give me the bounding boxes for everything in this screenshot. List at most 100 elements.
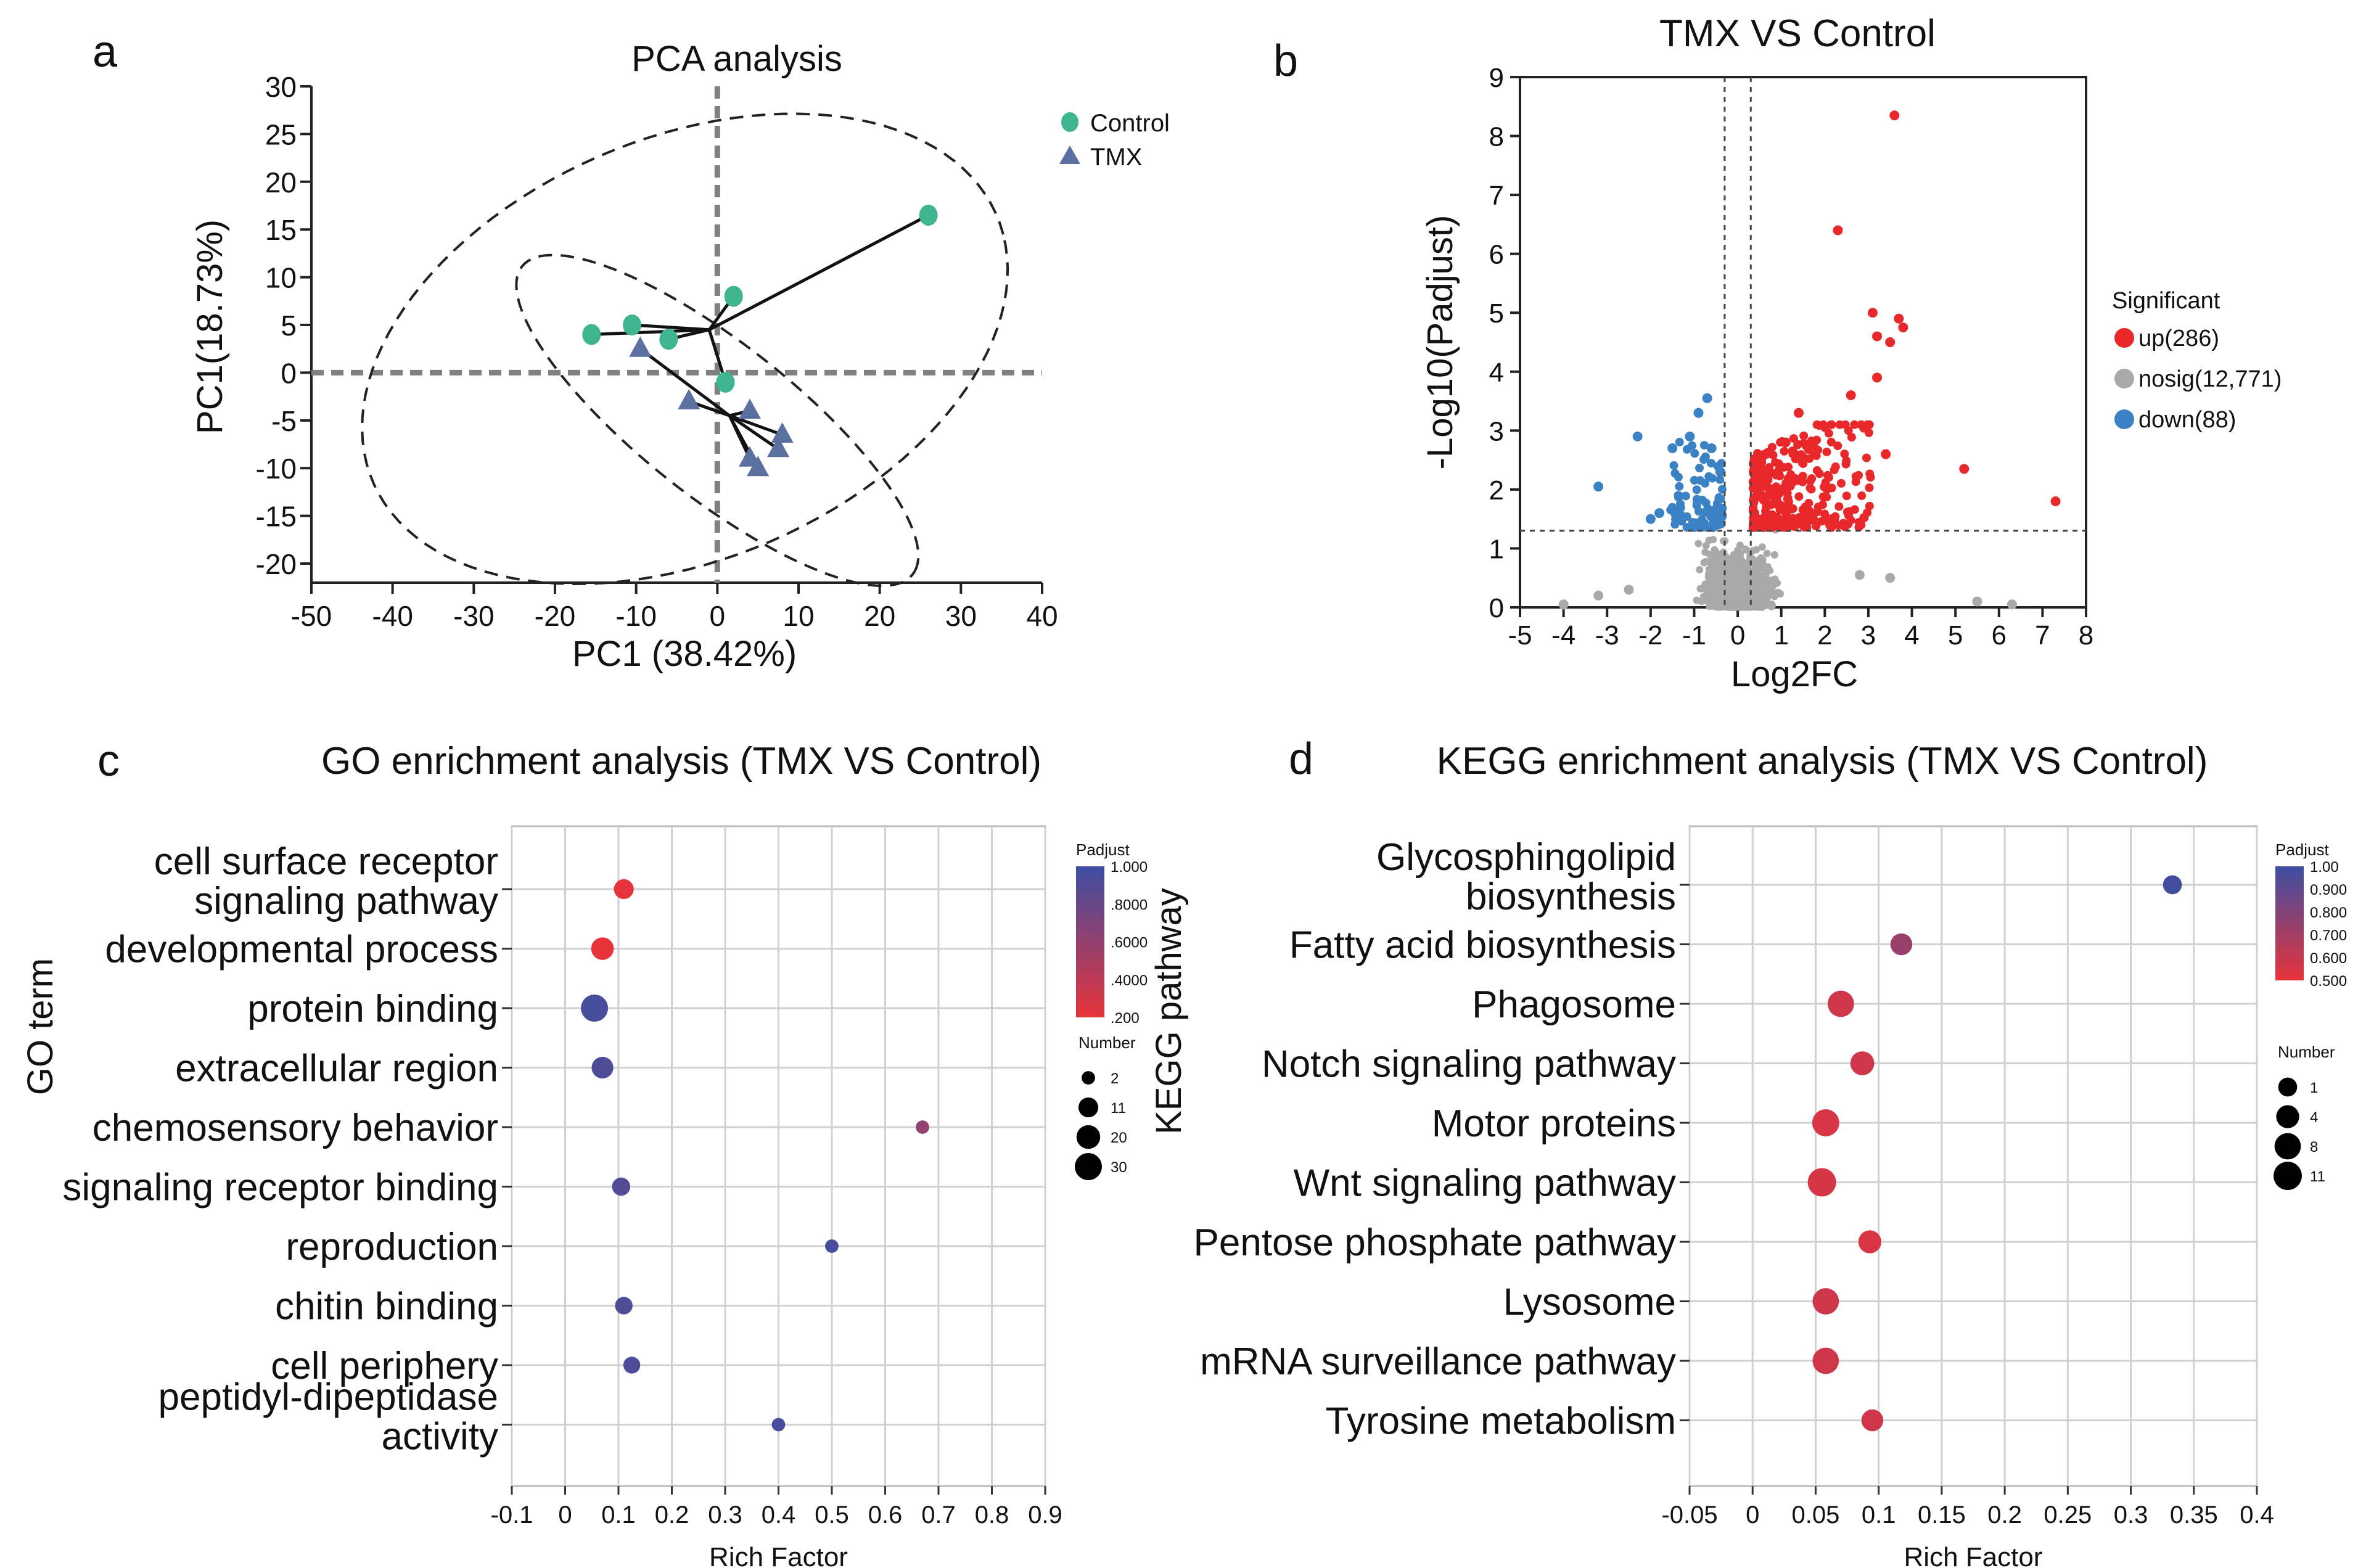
volcano-legend-nosig-marker xyxy=(2114,369,2134,388)
pca-ellipse-control xyxy=(361,112,1009,585)
volcano-x-tick-label: 7 xyxy=(2035,620,2050,651)
volcano-point-nosig xyxy=(1854,570,1865,580)
pca-x-tick-label: -40 xyxy=(372,600,413,632)
volcano-point-nosig xyxy=(1732,585,1740,593)
panel-go-size-marker xyxy=(1075,1153,1102,1180)
volcano-point-down xyxy=(1675,437,1684,446)
volcano-point-up xyxy=(1872,372,1883,383)
volcano-x-tick-label: 0 xyxy=(1730,620,1745,651)
volcano-point-nosig xyxy=(1766,567,1774,575)
volcano-point-up xyxy=(1772,519,1781,528)
pca-x-tick-label: 0 xyxy=(710,600,726,632)
panel-go-category-label: signaling receptor binding xyxy=(62,1167,498,1209)
volcano-point-up xyxy=(1762,502,1771,511)
panel-kegg-size-marker xyxy=(2278,1077,2298,1097)
pca-y-tick-label: -10 xyxy=(256,453,297,485)
panel-kegg-bubble xyxy=(1812,1109,1839,1136)
volcano-point-nosig xyxy=(1709,577,1717,585)
volcano-point-nosig xyxy=(1737,562,1745,570)
volcano-point-nosig xyxy=(1730,554,1738,562)
pca-legend-tmx-marker xyxy=(1059,146,1080,164)
panel-kegg-x-tick-label: 0.05 xyxy=(1792,1501,1840,1529)
volcano-point-nosig xyxy=(1752,574,1760,582)
volcano-point-down xyxy=(1593,482,1604,492)
volcano-point-down xyxy=(1715,467,1725,477)
panel-kegg-size-marker xyxy=(2274,1133,2301,1160)
volcano-point-nosig xyxy=(1732,597,1740,605)
panel-kegg-size-label: 8 xyxy=(2310,1139,2318,1155)
panel-kegg-x-tick-label: -0.05 xyxy=(1661,1501,1717,1529)
volcano-point-down xyxy=(1670,469,1680,478)
panel-kegg-x-tick-label: 0.35 xyxy=(2170,1501,2218,1529)
volcano-point-up xyxy=(1784,462,1793,472)
pca-point-control xyxy=(659,329,678,350)
volcano-x-tick-label: 2 xyxy=(1817,620,1832,651)
volcano-point-down xyxy=(1691,518,1700,527)
volcano-point-up xyxy=(1790,522,1799,532)
panel-go-x-tick-label: 0.6 xyxy=(868,1501,903,1529)
panel-kegg-category-label: Glycosphingolipid xyxy=(1376,836,1676,879)
volcano-x-label: Log2FC xyxy=(1731,654,1858,694)
pca-x-tick-label: -20 xyxy=(535,600,575,632)
volcano-point-up xyxy=(1779,506,1788,515)
panel-go-bubble xyxy=(612,1177,631,1196)
panel-go-bubble xyxy=(825,1239,839,1253)
volcano-legend-nosig-label: nosig(12,771) xyxy=(2138,366,2282,392)
panel-kegg-size-title: Number xyxy=(2278,1043,2335,1061)
volcano-point-nosig xyxy=(1757,601,1765,609)
volcano-legend-up-label: up(286) xyxy=(2138,326,2219,351)
pca-legend-control-marker xyxy=(1061,112,1078,132)
pca-y-tick-label: -20 xyxy=(256,548,297,580)
volcano-y-tick-label: 0 xyxy=(1489,593,1504,623)
panel-go-category-label: chemosensory behavior xyxy=(92,1107,498,1149)
volcano-point-down xyxy=(1682,523,1691,532)
volcano-point-down xyxy=(1701,498,1711,507)
volcano-point-up xyxy=(1772,512,1781,522)
panel-kegg-size-label: 1 xyxy=(2310,1080,2318,1096)
panel-label-d: d xyxy=(1289,734,1313,784)
volcano-point-nosig xyxy=(1743,546,1751,554)
volcano-point-up xyxy=(1801,503,1810,512)
volcano-x-tick-label: 8 xyxy=(2079,620,2093,651)
volcano-point-nosig xyxy=(1714,585,1722,593)
pca-y-tick-label: 20 xyxy=(265,166,297,199)
pca-y-tick-label: -15 xyxy=(256,501,297,533)
panel-go-bubble xyxy=(623,1357,641,1374)
volcano-point-up xyxy=(1751,482,1760,491)
panel-go-bubble xyxy=(771,1418,786,1432)
panel-go-x-tick-label: 0.2 xyxy=(655,1501,689,1529)
volcano-point-nosig xyxy=(1777,590,1785,598)
pca-legend-tmx-label: TMX xyxy=(1090,144,1142,171)
volcano-point-down xyxy=(1681,491,1690,501)
volcano-point-up xyxy=(1846,390,1856,400)
panel-go-x-tick-label: 0.4 xyxy=(762,1501,796,1529)
pca-point-tmx xyxy=(747,456,770,477)
volcano-point-up xyxy=(1780,446,1789,456)
pca-y-tick-label: -5 xyxy=(271,405,297,437)
volcano-point-down xyxy=(1701,478,1710,488)
pca-y-tick-label: 15 xyxy=(265,214,297,246)
volcano-point-nosig xyxy=(1759,556,1767,564)
volcano-point-nosig xyxy=(1593,590,1604,601)
volcano-point-up xyxy=(1867,308,1878,318)
volcano-point-up xyxy=(1799,431,1809,440)
volcano-legend-down-marker xyxy=(2114,409,2134,429)
volcano-legend-title: Significant xyxy=(2112,288,2220,314)
pca-title: PCA analysis xyxy=(631,39,842,79)
panel-kegg-category-label: Fatty acid biosynthesis xyxy=(1289,924,1676,967)
volcano-point-nosig xyxy=(1704,597,1712,605)
panel-go-colorbar-label: .4000 xyxy=(1111,972,1148,989)
panel-kegg-bubble xyxy=(1850,1051,1875,1075)
panel-go-size-marker xyxy=(1078,1097,1099,1118)
volcano-point-nosig xyxy=(1712,548,1720,556)
volcano-point-down xyxy=(1690,475,1699,485)
volcano-y-tick-label: 3 xyxy=(1489,416,1504,446)
volcano-point-up xyxy=(1764,490,1773,499)
volcano-point-up xyxy=(1788,504,1797,514)
panel-kegg-colorbar-label: 1.00 xyxy=(2310,859,2339,876)
volcano-point-nosig xyxy=(1729,575,1737,583)
volcano-point-up xyxy=(1959,464,1970,474)
volcano-point-down xyxy=(1676,503,1685,512)
panel-go-x-label: Rich Factor xyxy=(709,1542,848,1568)
